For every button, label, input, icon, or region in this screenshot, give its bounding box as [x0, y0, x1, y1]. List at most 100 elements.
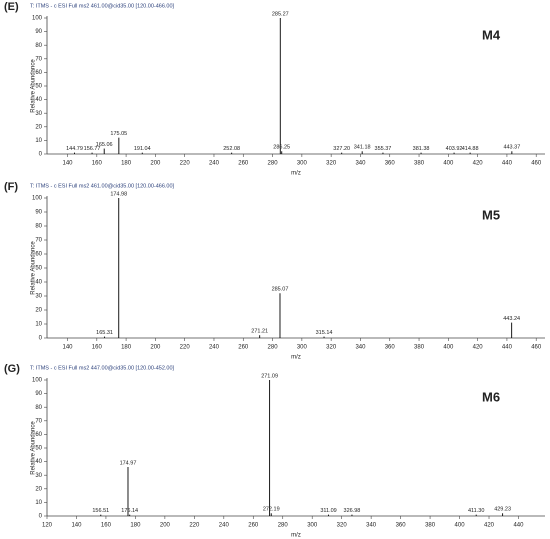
- peak-label: 144.79: [66, 146, 83, 152]
- x-tick-label: 320: [326, 161, 337, 167]
- peak-label: 341.18: [354, 145, 371, 151]
- y-tick-label: 90: [35, 391, 42, 397]
- peak-label: 252.08: [223, 146, 240, 152]
- y-tick-label: 90: [35, 210, 42, 216]
- x-tick-label: 300: [307, 523, 318, 529]
- x-tick-label: 380: [414, 161, 425, 167]
- y-tick-label: 0: [39, 514, 43, 520]
- y-axis-label: Relative Abundance: [31, 421, 37, 475]
- x-tick-label: 220: [180, 161, 191, 167]
- y-tick-label: 80: [35, 43, 42, 49]
- y-tick-label: 50: [35, 446, 42, 452]
- x-tick-label: 240: [209, 161, 220, 167]
- y-tick-label: 40: [35, 97, 42, 103]
- x-tick-label: 360: [385, 161, 396, 167]
- x-tick-label: 280: [268, 345, 279, 351]
- y-tick-label: 60: [35, 432, 42, 438]
- y-tick-label: 70: [35, 238, 42, 244]
- peak-label: 156.77: [84, 146, 101, 152]
- x-tick-label: 300: [297, 161, 308, 167]
- x-tick-label: 240: [219, 523, 230, 529]
- peak-label: 315.14: [316, 330, 333, 336]
- x-tick-label: 220: [189, 523, 200, 529]
- x-axis-label: m/z: [291, 533, 301, 539]
- y-tick-label: 10: [35, 500, 42, 506]
- y-tick-label: 80: [35, 405, 42, 411]
- x-tick-label: 440: [502, 161, 513, 167]
- peak-label: 285.07: [272, 287, 289, 293]
- peak-label: 443.37: [503, 145, 520, 151]
- x-tick-label: 260: [238, 345, 249, 351]
- peak-label: 411.30: [468, 508, 484, 514]
- y-axis-label: Relative Abundance: [31, 241, 37, 295]
- y-tick-label: 20: [35, 308, 42, 314]
- x-tick-label: 320: [337, 523, 348, 529]
- compound-label: M4: [482, 27, 501, 42]
- peak-label: 175.05: [110, 131, 127, 137]
- x-axis-label: m/z: [291, 171, 301, 177]
- y-tick-label: 0: [39, 152, 43, 158]
- x-tick-label: 340: [355, 345, 366, 351]
- peak-label: 327.20: [333, 146, 350, 152]
- y-tick-label: 40: [35, 459, 42, 465]
- peak-label: 443.24: [503, 316, 520, 322]
- y-tick-label: 30: [35, 473, 42, 479]
- x-tick-label: 140: [71, 523, 82, 529]
- x-tick-label: 280: [278, 523, 289, 529]
- peak-label: 414.88: [462, 146, 479, 152]
- x-tick-label: 440: [513, 523, 524, 529]
- x-tick-label: 180: [121, 161, 132, 167]
- x-tick-label: 400: [443, 345, 454, 351]
- x-tick-label: 300: [297, 345, 308, 351]
- panel-label: (E): [4, 1, 19, 13]
- panel-label: (F): [4, 181, 18, 193]
- x-tick-label: 340: [355, 161, 366, 167]
- y-axis-label: Relative Abundance: [31, 59, 37, 113]
- y-tick-label: 50: [35, 266, 42, 272]
- y-tick-label: 30: [35, 111, 42, 117]
- x-tick-label: 320: [326, 345, 337, 351]
- y-tick-label: 50: [35, 84, 42, 90]
- y-tick-label: 100: [32, 378, 43, 384]
- x-tick-label: 120: [42, 523, 53, 529]
- y-tick-label: 20: [35, 124, 42, 130]
- y-tick-label: 100: [32, 16, 43, 22]
- x-tick-label: 280: [268, 161, 279, 167]
- x-tick-label: 420: [473, 161, 484, 167]
- spectrum-header: T: ITMS - c ESI Full ms2 461.00@cid35.00…: [30, 183, 175, 189]
- y-tick-label: 10: [35, 138, 42, 144]
- x-tick-label: 460: [531, 345, 542, 351]
- x-tick-label: 260: [238, 161, 249, 167]
- x-tick-label: 180: [130, 523, 141, 529]
- y-tick-label: 60: [35, 70, 42, 76]
- y-tick-label: 30: [35, 294, 42, 300]
- peak-label: 271.21: [251, 329, 268, 335]
- peak-label: 326.98: [344, 508, 361, 514]
- panel-label: (G): [4, 363, 20, 375]
- x-tick-label: 160: [92, 345, 103, 351]
- x-tick-label: 220: [180, 345, 191, 351]
- peak-label: 165.06: [96, 142, 113, 148]
- peak-label: 176.14: [121, 508, 138, 514]
- peak-label: 271.09: [261, 373, 278, 379]
- peak-label: 272.19: [263, 507, 280, 513]
- y-tick-label: 40: [35, 280, 42, 286]
- x-tick-label: 200: [150, 345, 161, 351]
- y-tick-label: 90: [35, 29, 42, 35]
- x-tick-label: 360: [396, 523, 407, 529]
- compound-label: M5: [482, 207, 500, 222]
- y-tick-label: 20: [35, 486, 42, 492]
- x-axis-label: m/z: [291, 355, 301, 361]
- x-tick-label: 200: [150, 161, 161, 167]
- x-tick-label: 140: [62, 345, 73, 351]
- peak-label: 165.31: [96, 330, 113, 336]
- y-tick-label: 100: [32, 196, 43, 202]
- y-tick-label: 70: [35, 418, 42, 424]
- y-tick-label: 60: [35, 252, 42, 258]
- x-tick-label: 440: [502, 345, 513, 351]
- x-tick-label: 160: [92, 161, 103, 167]
- x-tick-label: 340: [366, 523, 377, 529]
- peak-label: 403.92: [446, 146, 463, 152]
- peak-label: 156.51: [92, 508, 109, 514]
